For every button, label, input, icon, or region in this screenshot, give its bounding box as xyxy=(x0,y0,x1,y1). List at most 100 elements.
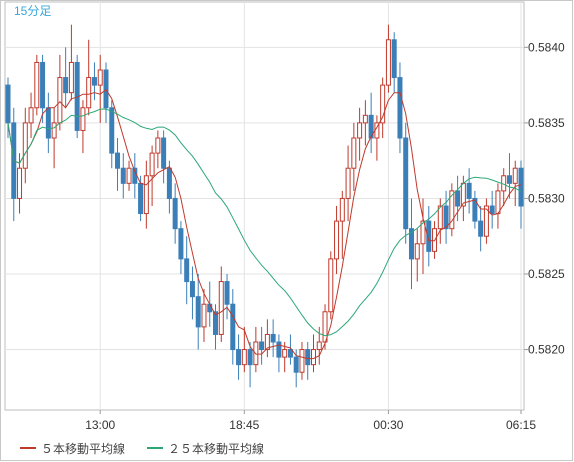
candle-up xyxy=(28,107,34,124)
candle-up xyxy=(17,167,23,199)
candle-down xyxy=(103,69,109,109)
legend: ５本移動平均線 ２５本移動平均線 xyxy=(20,439,286,457)
candle-up xyxy=(51,122,57,139)
candle-up xyxy=(437,205,443,230)
candle-down xyxy=(207,303,213,313)
ma25-line xyxy=(7,108,522,337)
candle-down xyxy=(230,303,236,351)
candle-up xyxy=(86,77,92,109)
candle-down xyxy=(305,349,311,366)
candle-up xyxy=(264,333,270,351)
candle-up xyxy=(282,349,288,358)
candle-down xyxy=(443,205,449,230)
candle-down xyxy=(455,190,461,207)
timeframe-label: 15分足 xyxy=(14,4,51,18)
candle-up xyxy=(97,69,103,86)
candle-up xyxy=(218,281,224,335)
x-tick-label: 13:00 xyxy=(85,418,115,432)
candle-up xyxy=(34,61,40,109)
candle-up xyxy=(483,205,489,237)
candle-down xyxy=(287,349,293,358)
candle-up xyxy=(241,349,247,366)
candle-up xyxy=(334,220,340,260)
candle-up xyxy=(126,167,132,184)
candle-down xyxy=(195,296,201,328)
y-tick-label: 0.5830 xyxy=(528,191,565,205)
axes: 0.5840 0.5835 0.5830 0.5825 0.5820 13:00 18:45… xyxy=(85,40,565,432)
candle-down xyxy=(489,205,495,215)
candle-up xyxy=(155,137,161,154)
candle-up xyxy=(420,220,426,245)
candle-up xyxy=(299,349,305,373)
candle-down xyxy=(270,333,276,343)
legend-item-ma5: ５本移動平均線 xyxy=(20,440,125,457)
moving-averages xyxy=(7,88,522,360)
candle-down xyxy=(224,281,230,305)
candle-down xyxy=(397,77,403,139)
candle-down xyxy=(506,175,512,184)
candle-up xyxy=(22,122,28,169)
candle-down xyxy=(120,167,126,184)
candle-down xyxy=(368,114,374,139)
candle-up xyxy=(68,61,74,94)
candle-up xyxy=(449,190,455,230)
candle-down xyxy=(91,77,97,86)
y-tick-label: 0.5840 xyxy=(528,40,565,54)
candle-down xyxy=(178,228,184,260)
candle-up xyxy=(345,167,351,199)
candle-down xyxy=(403,137,409,230)
candle-down xyxy=(472,197,478,222)
candle-down xyxy=(408,228,414,260)
candle-down xyxy=(138,182,144,215)
candle-up xyxy=(80,107,86,131)
y-tick-label: 0.5820 xyxy=(528,343,565,357)
candle-down xyxy=(184,258,190,283)
x-tick-label: 06:15 xyxy=(506,418,536,432)
candle-up xyxy=(362,114,368,124)
candle-down xyxy=(426,220,432,252)
candle-up xyxy=(512,167,518,184)
candle-down xyxy=(161,137,167,169)
candle-up xyxy=(339,197,345,222)
candle-down xyxy=(247,349,253,366)
candle-down xyxy=(293,356,299,373)
candle-up xyxy=(316,341,322,351)
candle-up xyxy=(149,152,155,177)
candle-down xyxy=(259,341,265,351)
candlestick-chart: 0.5840 0.5835 0.5830 0.5825 0.5820 13:00 18:45… xyxy=(4,1,565,432)
y-tick-label: 0.5825 xyxy=(528,267,565,281)
candle-down xyxy=(5,84,11,124)
candle-up xyxy=(201,303,207,328)
candle-down xyxy=(63,77,69,94)
candle-up xyxy=(357,122,363,139)
candle-down xyxy=(478,220,484,237)
candle-up xyxy=(328,258,334,313)
legend-label-ma5: ５本移動平均線 xyxy=(41,441,126,456)
candle-down xyxy=(391,39,397,79)
candle-down xyxy=(115,152,121,169)
candle-down xyxy=(172,197,178,230)
ma5-line xyxy=(7,88,522,360)
candle-up xyxy=(143,175,149,215)
candle-down xyxy=(189,281,195,298)
candle-down xyxy=(213,311,219,335)
legend-swatch-ma25 xyxy=(147,447,164,449)
candle-up xyxy=(57,77,63,124)
candle-down xyxy=(166,167,172,199)
candle-down xyxy=(45,107,51,139)
candle-up xyxy=(351,137,357,169)
candle-up xyxy=(310,349,316,366)
y-tick-label: 0.5835 xyxy=(528,116,565,130)
candle-down xyxy=(276,341,282,358)
legend-label-ma25: ２５本移動平均線 xyxy=(168,441,265,456)
candle-up xyxy=(385,39,391,86)
legend-swatch-ma5 xyxy=(20,447,36,449)
candle-down xyxy=(518,167,524,207)
legend-item-ma25: ２５本移動平均線 xyxy=(147,440,264,457)
x-tick-label: 00:30 xyxy=(373,418,403,432)
candle-up xyxy=(495,190,501,215)
x-tick-label: 18:45 xyxy=(229,418,259,432)
candle-up xyxy=(380,84,386,124)
